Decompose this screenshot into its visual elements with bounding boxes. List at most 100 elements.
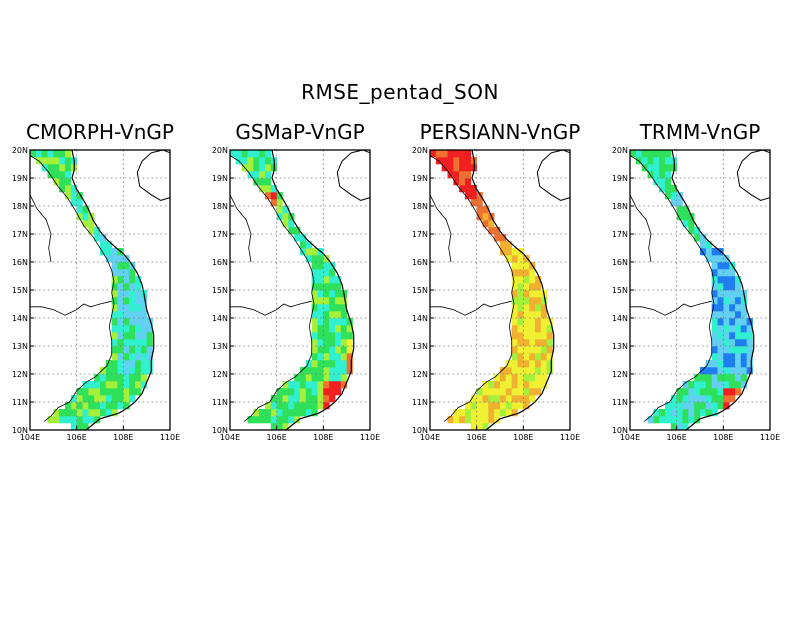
- grid-cell: [729, 276, 736, 284]
- grid-cell: [682, 395, 689, 403]
- grid-cell: [105, 402, 112, 410]
- grid-cell: [117, 395, 124, 403]
- grid-cell: [323, 381, 330, 389]
- grid-cell: [317, 388, 324, 396]
- figure-title: RMSE_pentad_SON: [301, 80, 499, 104]
- grid-cell: [505, 402, 512, 410]
- grid-cell: [529, 395, 536, 403]
- grid-cell: [311, 353, 318, 361]
- grid-cell: [100, 381, 107, 389]
- grid-cell: [311, 402, 318, 410]
- grid-cell: [523, 353, 530, 361]
- grid-cell: [735, 318, 742, 326]
- grid-cell: [335, 353, 342, 361]
- grid-cell: [135, 283, 142, 291]
- grid-cell: [729, 290, 736, 298]
- grid-cell: [146, 367, 153, 375]
- grid-cell: [105, 374, 112, 382]
- grid-cell: [694, 395, 701, 403]
- grid-cell: [511, 290, 518, 298]
- grid-cell: [317, 325, 324, 333]
- grid-cell: [265, 171, 272, 179]
- grid-cell: [105, 409, 112, 417]
- grid-cell: [535, 360, 542, 368]
- grid-cell: [700, 395, 707, 403]
- grid-cell: [323, 297, 330, 305]
- grid-cell: [335, 276, 342, 284]
- grid-cell: [53, 164, 60, 172]
- grid-cell: [729, 304, 736, 312]
- grid-cell: [129, 388, 136, 396]
- grid-cell: [523, 262, 530, 270]
- grid-cell: [311, 381, 318, 389]
- grid-cell: [311, 339, 318, 347]
- grid-cell: [659, 409, 666, 417]
- grid-cell: [123, 297, 130, 305]
- grid-cell: [253, 409, 260, 417]
- grid-cell: [523, 381, 530, 389]
- grid-cell: [259, 171, 266, 179]
- grid-cell: [676, 423, 683, 430]
- grid-cell: [259, 157, 266, 165]
- grid-cell: [317, 367, 324, 375]
- map-boundary: [336, 150, 370, 201]
- grid-cell: [665, 416, 672, 424]
- panel-title-persiann: PERSIANN-VnGP: [419, 120, 581, 144]
- map-boundary: [30, 155, 115, 422]
- grid-cell: [465, 157, 472, 165]
- grid-cell: [540, 339, 547, 347]
- grid-cell: [129, 297, 136, 305]
- grid-cell: [88, 388, 95, 396]
- grid-cell: [500, 234, 507, 242]
- grid-cell: [317, 395, 324, 403]
- grid-cell: [653, 150, 660, 158]
- grid-cell: [717, 283, 724, 291]
- grid-cell: [676, 206, 683, 214]
- grid-cell: [700, 248, 707, 256]
- grid-cell: [335, 374, 342, 382]
- grid-cell: [494, 227, 501, 235]
- grid-cell: [129, 311, 136, 319]
- grid-cell: [546, 346, 553, 354]
- map-boundary: [630, 155, 715, 422]
- grid-cell: [276, 192, 283, 200]
- grid-cell: [65, 416, 72, 424]
- grid-cell: [111, 283, 118, 291]
- grid-cell: [282, 220, 289, 228]
- grid-cell: [317, 283, 324, 291]
- grid-cell: [70, 185, 77, 193]
- grid-cell: [300, 402, 307, 410]
- grid-cell: [323, 332, 330, 340]
- map-boundary: [271, 150, 355, 430]
- lon-tick-label: 104E: [620, 433, 640, 442]
- grid-cell: [105, 255, 112, 263]
- grid-cell: [511, 325, 518, 333]
- grid-cell: [517, 346, 524, 354]
- grid-cell: [335, 283, 342, 291]
- grid-cell: [511, 395, 518, 403]
- grid-cell: [317, 262, 324, 270]
- lat-tick-label: 17N: [412, 230, 428, 239]
- grid-cell: [511, 409, 518, 417]
- grid-cell: [276, 199, 283, 207]
- lon-tick-label: 106E: [467, 433, 487, 442]
- grid-cell: [247, 150, 254, 158]
- grid-cell: [111, 367, 118, 375]
- grid-cell: [70, 416, 77, 424]
- grid-cell: [305, 248, 312, 256]
- grid-cell: [253, 178, 260, 186]
- grid-cell: [123, 276, 130, 284]
- grid-cell: [59, 171, 66, 179]
- grid-cell: [294, 234, 301, 242]
- grid-cell: [82, 409, 89, 417]
- grid-cell: [323, 318, 330, 326]
- grid-cell: [282, 409, 289, 417]
- grid-cell: [523, 374, 530, 382]
- grid-cell: [447, 150, 454, 158]
- grid-cell: [317, 276, 324, 284]
- grid-cell: [665, 192, 672, 200]
- grid-cell: [82, 416, 89, 424]
- grid-cell: [494, 395, 501, 403]
- grid-cell: [94, 409, 101, 417]
